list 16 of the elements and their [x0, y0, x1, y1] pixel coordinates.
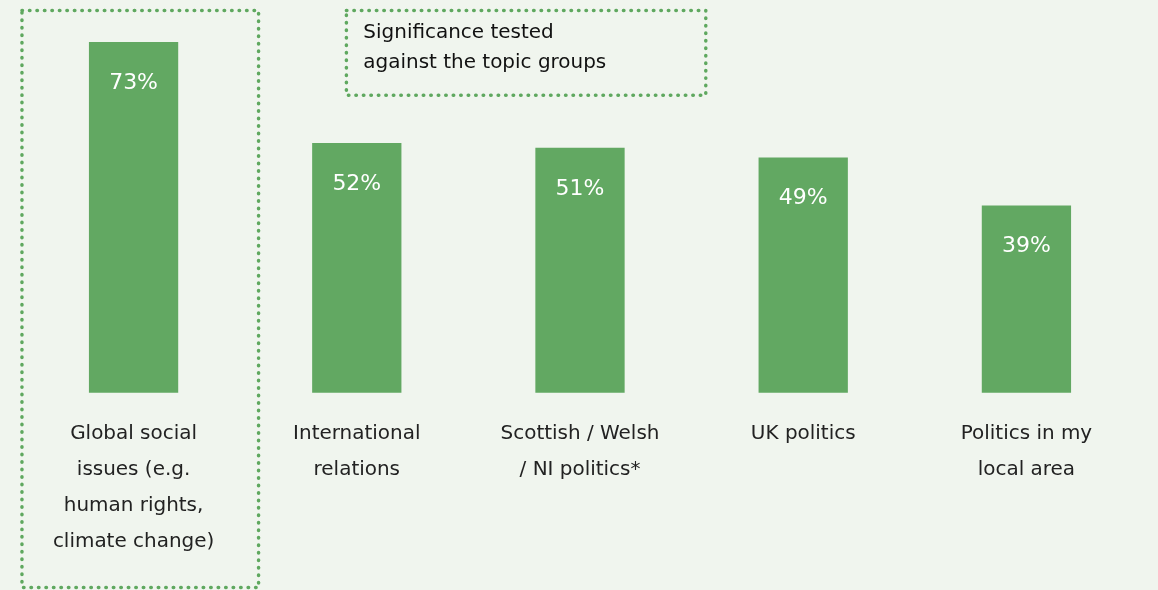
bar: [88, 42, 179, 393]
x-tick-label: Global social issues (e.g. human rights, climate change): [52, 420, 215, 553]
bar: [312, 143, 402, 393]
data-label: 52%: [332, 169, 382, 195]
bar: [535, 147, 625, 393]
data-label: 51%: [555, 174, 605, 200]
x-tick-label: Scottish / Welsh / NI politics*: [500, 420, 660, 481]
data-label: 73%: [109, 69, 158, 95]
x-tick-label: International relations: [293, 420, 421, 481]
data-label: 39%: [1002, 232, 1051, 258]
bar: [981, 205, 1072, 393]
annotation: Significance tested against the topic groups: [363, 19, 607, 74]
bar: [758, 157, 848, 393]
x-tick-label: Politics in my local area: [960, 420, 1093, 481]
x-tick-label: UK politics: [750, 420, 856, 445]
data-label: 49%: [778, 184, 828, 210]
